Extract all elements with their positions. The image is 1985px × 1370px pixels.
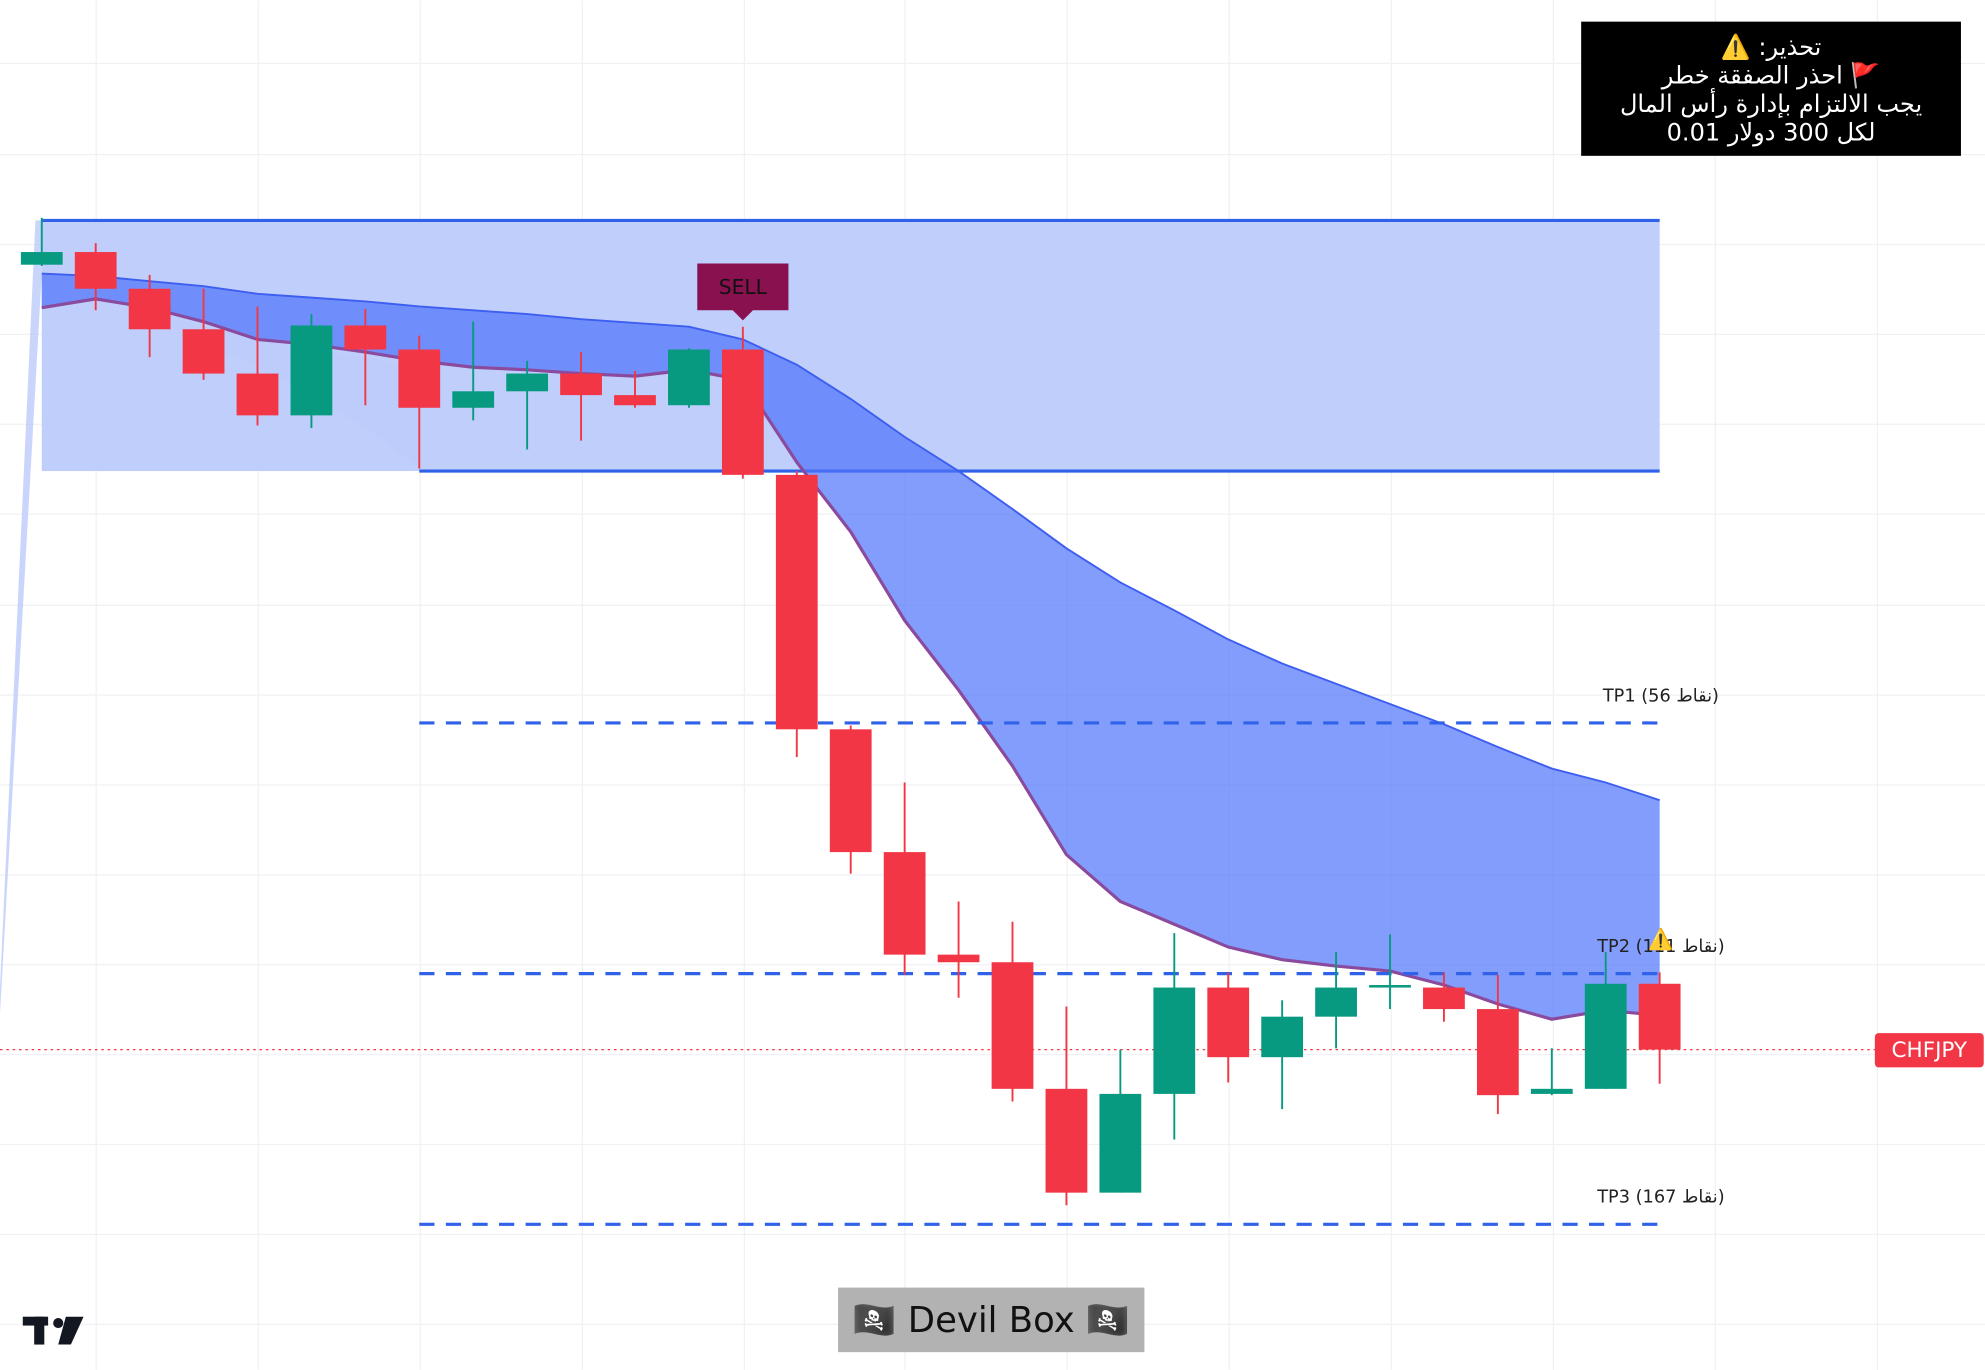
candle-body — [1207, 987, 1250, 1058]
candle-body — [344, 325, 387, 350]
band-fill — [41, 273, 1660, 1020]
candle-body — [775, 474, 818, 730]
candle-body — [506, 373, 549, 392]
watermark-box — [838, 1287, 1145, 1353]
candle-body — [1315, 987, 1357, 1017]
candle-body — [1476, 1009, 1519, 1096]
candle-body — [1369, 985, 1411, 988]
candle-body — [1261, 1016, 1304, 1058]
signal-label: SELL — [719, 275, 768, 299]
warning-line: يجب الالتزام بإدارة رأس المال — [1620, 88, 1922, 119]
candle-body — [991, 962, 1034, 1089]
candle-body — [398, 349, 441, 408]
warning-line: تحذير: ⚠️ — [1721, 33, 1822, 61]
alert-icon: ⚠️ — [1648, 927, 1673, 951]
candle-body — [1099, 1093, 1142, 1193]
watermark: 🏴‍☠️ Devil Box 🏴‍☠️ — [852, 1299, 1130, 1341]
candle-body — [829, 729, 872, 853]
target-label: TP2 (111 نقاط) — [1596, 937, 1724, 957]
candle-body — [560, 373, 602, 396]
symbol-badge — [1874, 1033, 1984, 1068]
candle-body — [182, 329, 225, 374]
candle-body — [290, 325, 333, 416]
warning-line: لكل 300 دولار 0.01 — [1667, 119, 1876, 147]
candle-body — [668, 349, 710, 406]
candle-body — [452, 391, 495, 408]
candle-body — [721, 349, 764, 475]
target-label: TP1 (56 نقاط) — [1602, 686, 1719, 706]
candle-body — [1045, 1088, 1088, 1193]
candle-body — [1584, 983, 1627, 1089]
symbol: CHFJPY — [1892, 1038, 1968, 1063]
signal-badge — [697, 263, 789, 321]
candle-body — [883, 852, 926, 955]
target-label: TP3 (167 نقاط) — [1596, 1188, 1724, 1208]
candle-body — [937, 954, 980, 963]
left-shade — [0, 220, 42, 1013]
candle-body — [1638, 983, 1681, 1050]
warning-line: 🚩 احذر الصفقة خطر — [1661, 62, 1881, 90]
candle-body — [1153, 987, 1196, 1094]
candle-body — [128, 288, 171, 330]
candle-body — [74, 252, 117, 289]
candle-body — [20, 252, 63, 265]
candle-body — [1530, 1088, 1573, 1094]
tv-logo — [22, 1316, 84, 1345]
candle-body — [614, 395, 656, 406]
band-upper — [41, 272, 1660, 802]
candle-body — [1423, 987, 1465, 1010]
warning-box — [1581, 21, 1961, 156]
candle-body — [236, 373, 279, 416]
